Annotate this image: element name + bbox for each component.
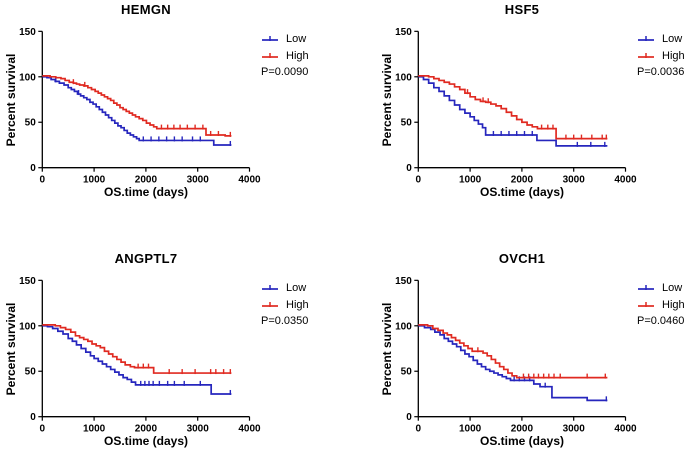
y-tick-label: 0 [406,412,412,423]
low-curve-marker-icon [262,284,278,290]
x-tick-label: 2000 [511,175,534,186]
survival-plot: 0 50 100 150 0 1000 2000 3000 4000 [395,27,637,186]
x-tick-label: 4000 [614,424,637,435]
y-tick-label: 50 [401,118,413,129]
x-axis-label: OS.time (days) [479,185,565,199]
x-tick-label: 3000 [187,175,210,186]
legend-label-high: High [662,298,685,311]
x-tick-label: 2000 [135,175,158,186]
y-tick-label: 100 [395,321,412,332]
low-curve-marker-icon [262,35,278,41]
y-tick-label: 50 [401,367,413,378]
km-panel: 0 50 100 150 0 1000 2000 3000 4000 HSF5 Percent … [376,0,692,210]
legend: Low High P=0.0036 [637,30,685,79]
y-tick-label: 50 [25,367,37,378]
legend-item-low: Low [637,30,685,47]
x-tick-label: 4000 [614,175,637,186]
high-curve-marker-icon [262,52,278,58]
y-tick-label: 100 [395,72,412,83]
legend-item-low: Low [261,279,309,296]
km-curve-high [418,75,608,140]
y-tick-label: 0 [30,412,36,423]
x-tick-label: 2000 [511,424,534,435]
legend-label-low: Low [286,32,307,45]
p-value: P=0.0460 [637,315,685,327]
chart-title: HSF5 [504,2,540,17]
x-axis-label: OS.time (days) [103,185,189,199]
legend-label-high: High [662,49,685,62]
legend-label-high: High [286,49,309,62]
km-curve-low [42,75,232,146]
legend-item-high: High [261,296,309,313]
km-panel: 0 50 100 150 0 1000 2000 3000 4000 OVCH1 Percent… [376,249,692,458]
x-tick-label: 1000 [459,424,482,435]
x-tick-label: 0 [40,175,46,186]
y-tick-label: 50 [25,118,37,129]
axis-line [41,280,250,418]
chart-title: HEMGN [121,2,171,17]
y-tick-label: 150 [19,27,36,38]
p-value: P=0.0036 [637,66,685,78]
legend-item-low: Low [637,279,685,296]
legend-item-high: High [261,47,309,64]
legend-label-low: Low [662,32,683,45]
km-curve-high [418,324,608,379]
y-tick-label: 100 [19,72,36,83]
axis-line [41,31,250,169]
x-tick-label: 3000 [563,424,586,435]
x-tick-label: 1000 [83,424,106,435]
chart-title: ANGPTL7 [114,251,178,266]
survival-plot: 0 50 100 150 0 1000 2000 3000 4000 [19,276,261,435]
legend: Low High P=0.0090 [261,30,309,79]
chart-title: OVCH1 [498,251,546,266]
x-tick-label: 0 [40,424,46,435]
x-axis-label: OS.time (days) [103,434,189,448]
legend-label-low: Low [662,281,683,294]
km-panel: 0 50 100 150 0 1000 2000 3000 4000 HEMGN Percent… [0,0,330,210]
legend-item-high: High [637,296,685,313]
y-axis-label: Percent survival [4,53,18,147]
x-tick-label: 0 [416,424,422,435]
high-curve-marker-icon [638,301,654,307]
low-curve-marker-icon [638,35,654,41]
x-tick-label: 4000 [238,424,261,435]
km-curve-low [418,75,608,147]
y-tick-label: 150 [395,27,412,38]
y-axis-label: Percent survival [380,53,394,147]
km-curve-high [42,324,232,374]
high-curve-marker-icon [638,52,654,58]
legend-label-high: High [286,298,309,311]
y-tick-label: 0 [406,163,412,174]
x-tick-label: 3000 [563,175,586,186]
axis-line [417,280,626,418]
legend: Low High P=0.0350 [261,279,309,328]
p-value: P=0.0090 [261,66,309,78]
km-curve-low [42,324,232,395]
x-tick-label: 4000 [238,175,261,186]
legend-label-low: Low [286,281,307,294]
km-panel: 0 50 100 150 0 1000 2000 3000 4000 ANGPTL7 Perce… [0,249,330,458]
y-tick-label: 150 [395,276,412,287]
legend-item-low: Low [261,30,309,47]
survival-plot: 0 50 100 150 0 1000 2000 3000 4000 [19,27,261,186]
survival-plot: 0 50 100 150 0 1000 2000 3000 4000 [395,276,637,435]
y-tick-label: 150 [19,276,36,287]
p-value: P=0.0350 [261,315,309,327]
low-curve-marker-icon [638,284,654,290]
y-tick-label: 100 [19,321,36,332]
y-tick-label: 0 [30,163,36,174]
km-curve-low [418,324,608,402]
x-tick-label: 2000 [135,424,158,435]
x-tick-label: 1000 [459,175,482,186]
y-axis-label: Percent survival [4,302,18,396]
high-curve-marker-icon [262,301,278,307]
x-axis-label: OS.time (days) [479,434,565,448]
x-tick-label: 0 [416,175,422,186]
x-tick-label: 1000 [83,175,106,186]
y-axis-label: Percent survival [380,302,394,396]
legend-item-high: High [637,47,685,64]
x-tick-label: 3000 [187,424,210,435]
legend: Low High P=0.0460 [637,279,685,328]
